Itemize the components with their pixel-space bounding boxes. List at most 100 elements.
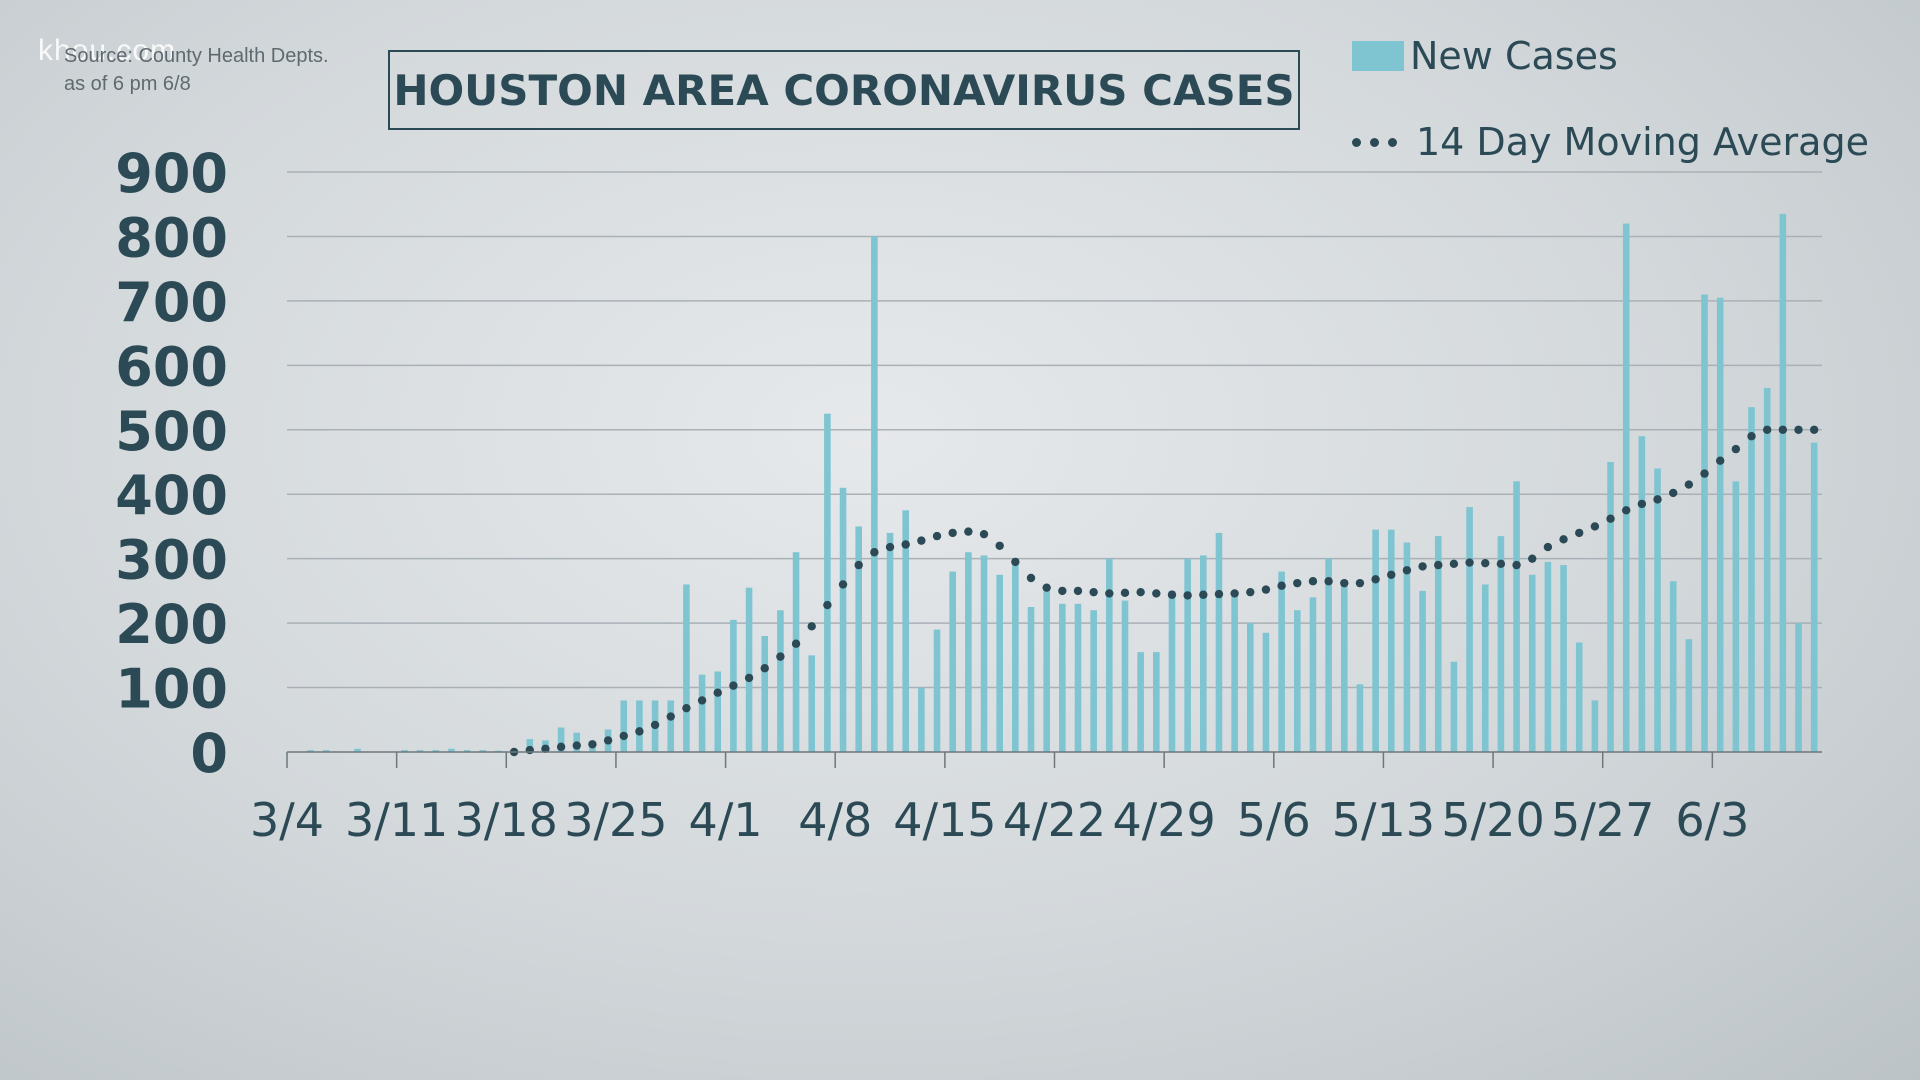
bar-new-cases [871, 236, 878, 752]
x-tick-label: 5/20 [1441, 793, 1544, 847]
y-tick-label: 900 [115, 142, 228, 205]
moving-average-point [1684, 480, 1694, 489]
bar-new-cases [777, 610, 784, 752]
y-tick-label: 700 [115, 271, 228, 334]
y-tick-label: 800 [115, 206, 228, 269]
bar-new-cases [1059, 603, 1066, 752]
moving-average-point [1465, 558, 1474, 567]
moving-average-point [838, 580, 848, 589]
bar-new-cases [886, 532, 894, 752]
bar-new-cases [1716, 297, 1724, 752]
moving-average-point [1026, 573, 1036, 583]
moving-average-point [901, 540, 910, 549]
y-tick-label: 400 [115, 464, 228, 527]
bar-new-cases [1121, 600, 1129, 752]
x-tick-label: 4/22 [1003, 793, 1106, 847]
x-tick-label: 4/15 [893, 793, 996, 847]
bar-new-cases [1779, 213, 1787, 752]
bar-new-cases [1231, 594, 1238, 752]
bar-new-cases [980, 555, 988, 752]
moving-average-point [1731, 444, 1741, 454]
bar-new-cases [1200, 555, 1207, 752]
bar-new-cases [1748, 407, 1755, 752]
moving-average-point [1606, 514, 1615, 523]
bar-new-cases [1622, 223, 1630, 753]
moving-average-point [1481, 558, 1490, 568]
moving-average-point [1402, 566, 1412, 575]
moving-average-point [1778, 425, 1788, 434]
moving-average-point [1183, 591, 1192, 600]
bar-new-cases [479, 750, 487, 752]
bar-new-cases [401, 750, 408, 752]
bar-new-cases [949, 571, 956, 752]
bar-new-cases [1278, 571, 1285, 752]
x-tick-label: 6/3 [1675, 793, 1749, 847]
moving-average-point [635, 727, 644, 736]
moving-average-point [1214, 589, 1224, 599]
moving-average-point [1387, 570, 1396, 579]
moving-average-point [1762, 425, 1772, 434]
bar-new-cases [416, 750, 424, 752]
bar-new-cases [839, 487, 847, 752]
bar-new-cases [526, 739, 534, 752]
x-tick-label: 5/6 [1237, 793, 1311, 847]
moving-average-point [1073, 586, 1083, 596]
bar-new-cases [1325, 558, 1332, 752]
x-tick-label: 3/4 [250, 793, 324, 847]
moving-average-point [932, 531, 942, 541]
moving-average-point [1042, 583, 1051, 592]
y-tick-label: 600 [115, 335, 228, 398]
bar-new-cases [667, 700, 675, 752]
moving-average-point [1747, 432, 1756, 441]
bar-new-cases [1575, 642, 1583, 752]
moving-average-point [1246, 587, 1255, 597]
bar-new-cases [322, 750, 330, 752]
bar-new-cases [1356, 684, 1364, 752]
x-tick-label: 3/18 [455, 793, 558, 847]
bar-new-cases [1387, 529, 1395, 752]
bar-new-cases [636, 700, 643, 752]
bar-new-cases [1153, 652, 1160, 752]
bar-new-cases [714, 671, 722, 752]
bar-new-cases [1372, 529, 1379, 752]
gridlines [287, 171, 1822, 689]
legend-item-new-cases: New Cases [1352, 28, 1869, 84]
x-tick-label: 4/1 [689, 793, 763, 847]
bar-new-cases [1544, 561, 1552, 752]
moving-average-point [1590, 522, 1600, 531]
moving-average-point [1120, 588, 1130, 598]
bar-new-cases [965, 552, 972, 752]
moving-average-point [1449, 559, 1459, 569]
bar-new-cases [1638, 436, 1646, 752]
new-cases-bars [307, 213, 1818, 753]
bar-new-cases [1732, 481, 1740, 752]
bar-new-cases [1528, 574, 1536, 752]
bar-new-cases [1763, 387, 1771, 752]
moving-average-point [1355, 578, 1365, 588]
bar-new-cases [1074, 603, 1082, 752]
moving-average-dots [509, 425, 1819, 757]
bar-new-cases [1669, 581, 1677, 752]
x-axis [286, 751, 1822, 768]
moving-average-point [979, 529, 989, 539]
moving-average-point [697, 696, 707, 705]
bar-new-cases [1591, 700, 1599, 752]
bar-new-cases [902, 510, 909, 752]
bar-new-cases [808, 655, 816, 752]
moving-average-point [744, 673, 754, 683]
moving-average-point [807, 622, 816, 631]
moving-average-point [556, 742, 566, 752]
bar-new-cases [432, 750, 440, 752]
bar-new-cases [1419, 590, 1426, 752]
moving-average-point [1622, 506, 1631, 515]
x-axis-labels: 3/4 3/11 3/18 3/25 4/1 4/8 4/15 4/22 4/29 5/6 5/13… [250, 793, 1749, 847]
moving-average-point [541, 744, 550, 753]
bar-new-cases [620, 700, 628, 752]
bar-new-cases [1513, 481, 1520, 752]
moving-average-point [1136, 587, 1145, 597]
bar-new-cases [761, 636, 769, 752]
bar-new-cases [933, 629, 941, 752]
y-tick-label: 200 [115, 593, 228, 656]
legend: New Cases 14 Day Moving Average [1352, 28, 1869, 200]
